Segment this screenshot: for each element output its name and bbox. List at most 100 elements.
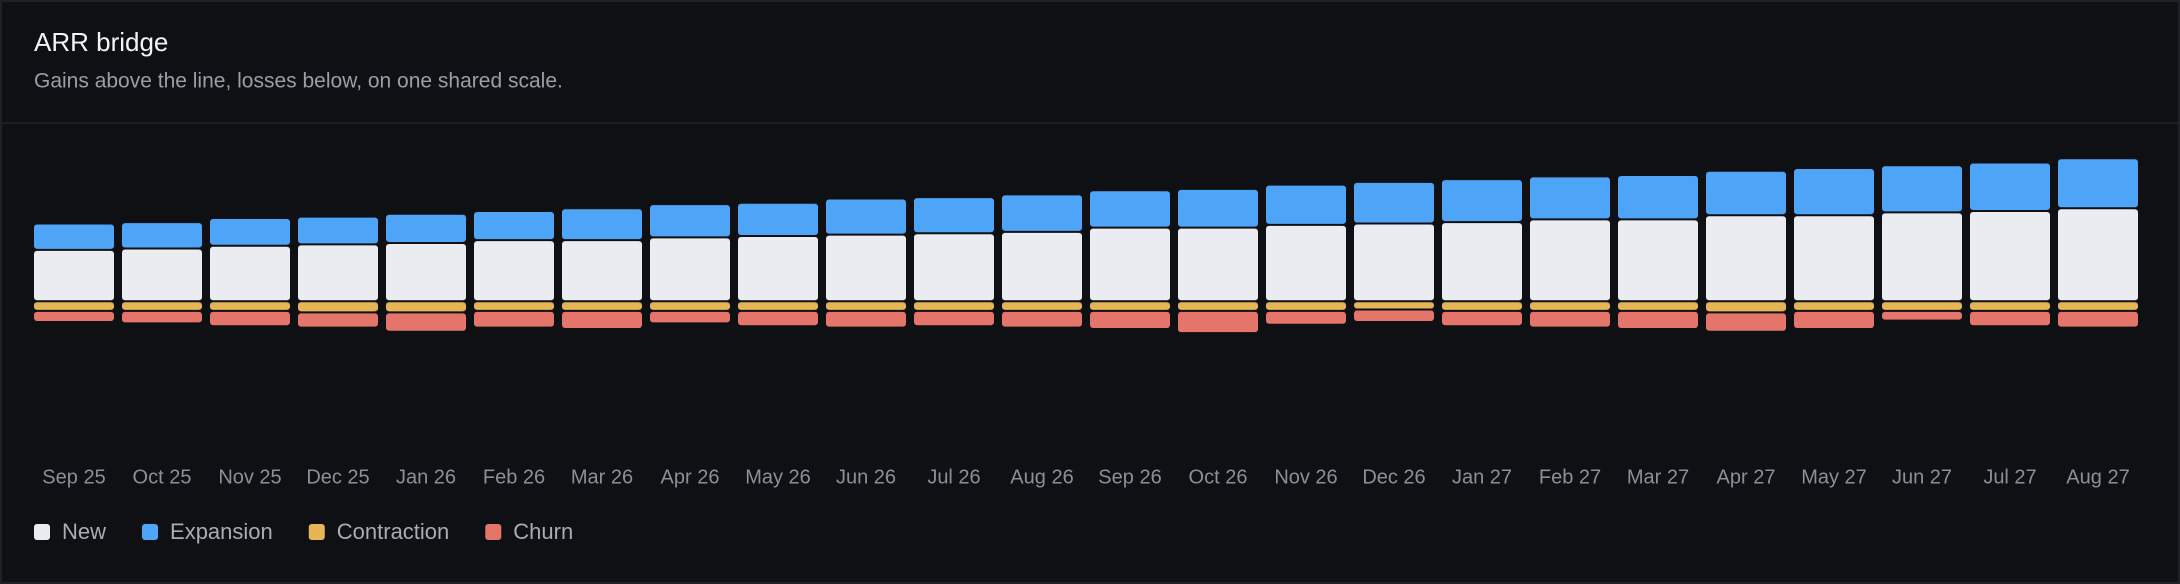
bar-segment <box>562 302 642 310</box>
x-tick-label: May 27 <box>1801 466 1867 488</box>
bar-segment <box>1794 311 1874 328</box>
bar-segment <box>1530 302 1610 310</box>
x-tick-label: Jan 27 <box>1452 466 1512 488</box>
bar-segment <box>1002 195 1082 231</box>
bar-segment <box>122 302 202 310</box>
bar-segment <box>1090 302 1170 310</box>
bar-segment <box>122 249 202 301</box>
bar-segment <box>1442 223 1522 301</box>
bar-segment <box>1178 228 1258 301</box>
bar-segment <box>1970 311 2050 326</box>
bar-segment <box>34 311 114 322</box>
x-tick-label: Feb 26 <box>483 466 545 488</box>
bar-segment <box>210 302 290 310</box>
legend-label: Contraction <box>337 519 450 544</box>
bar-segment <box>650 311 730 323</box>
bar-segment <box>474 302 554 310</box>
bar-segment <box>122 311 202 323</box>
x-tick-label: Jul 26 <box>927 466 980 488</box>
bar-segment <box>386 313 466 331</box>
bar-segment <box>34 224 114 249</box>
bar-segment <box>474 241 554 301</box>
bar-segment <box>1706 171 1786 215</box>
bar-segment <box>2058 159 2138 208</box>
legend-swatch <box>485 524 502 540</box>
x-tick-label: Oct 25 <box>133 466 192 488</box>
legend-label: Churn <box>513 519 573 544</box>
bar-segment <box>1354 302 1434 309</box>
bar-segment <box>1970 302 2050 310</box>
bar-segment <box>650 302 730 310</box>
bar-segment <box>1618 311 1698 328</box>
legend-swatch <box>34 524 50 540</box>
bar-segment <box>650 238 730 301</box>
chart-title: ARR bridge <box>34 27 168 57</box>
bar-segment <box>914 311 994 326</box>
bar-segment <box>1178 302 1258 310</box>
bar-segment <box>34 302 114 310</box>
x-tick-label: Jun 27 <box>1892 466 1952 488</box>
x-tick-label: Apr 27 <box>1717 466 1776 488</box>
bar-segment <box>1002 232 1082 301</box>
bar-segment <box>562 241 642 301</box>
x-tick-label: May 26 <box>745 466 811 488</box>
bar-segment <box>1002 302 1082 310</box>
bar-segment <box>1178 311 1258 333</box>
x-tick-label: Aug 27 <box>2066 466 2129 488</box>
bar-segment <box>386 243 466 301</box>
bar-segment <box>738 311 818 326</box>
bar-segment <box>1354 310 1434 322</box>
bar-segment <box>298 313 378 327</box>
bar-segment <box>1178 189 1258 227</box>
bar-segment <box>1794 169 1874 215</box>
bar-segment <box>914 302 994 310</box>
x-tick-label: Dec 25 <box>306 466 369 488</box>
bar-segment <box>738 237 818 301</box>
x-tick-label: Jun 26 <box>836 466 896 488</box>
bar-segment <box>1442 302 1522 310</box>
bar-segment <box>1794 302 1874 310</box>
x-tick-label: Apr 26 <box>661 466 720 488</box>
bar-segment <box>298 217 378 244</box>
bar-segment <box>738 302 818 310</box>
bar-segment <box>1530 177 1610 219</box>
x-tick-label: Oct 26 <box>1189 466 1248 488</box>
bar-segment <box>826 311 906 327</box>
x-tick-label: Feb 27 <box>1539 466 1601 488</box>
bar-segment <box>298 302 378 312</box>
bar-segment <box>386 214 466 242</box>
bar-segment <box>1266 311 1346 324</box>
bar-segment <box>1266 185 1346 224</box>
bar-segment <box>1266 302 1346 310</box>
bar-segment <box>298 245 378 301</box>
bar-segment <box>1002 311 1082 327</box>
bar-segment <box>1090 191 1170 227</box>
bar-segment <box>1354 224 1434 301</box>
bar-segment <box>1706 302 1786 312</box>
bar-segment <box>1706 313 1786 331</box>
bar-segment <box>1266 225 1346 301</box>
bar-segment <box>914 234 994 301</box>
x-tick-label: Mar 26 <box>571 466 633 488</box>
bar-segment <box>1090 228 1170 301</box>
x-tick-label: Dec 26 <box>1362 466 1425 488</box>
bar-segment <box>2058 311 2138 327</box>
bar-segment <box>1530 220 1610 301</box>
bar-segment <box>122 223 202 248</box>
bar-segment <box>34 250 114 301</box>
bar-segment <box>1882 166 1962 212</box>
bar-segment <box>738 203 818 235</box>
bar-segment <box>386 302 466 312</box>
chart-subtitle: Gains above the line, losses below, on o… <box>34 70 563 93</box>
bar-segment <box>914 198 994 233</box>
legend-swatch <box>308 524 325 540</box>
bar-segment <box>210 218 290 245</box>
bar-segment <box>1882 311 1962 320</box>
legend-label: New <box>62 519 106 544</box>
x-tick-label: Mar 27 <box>1627 466 1689 488</box>
bar-segment <box>1794 216 1874 301</box>
legend-swatch <box>142 524 159 540</box>
bar-segment <box>474 311 554 327</box>
